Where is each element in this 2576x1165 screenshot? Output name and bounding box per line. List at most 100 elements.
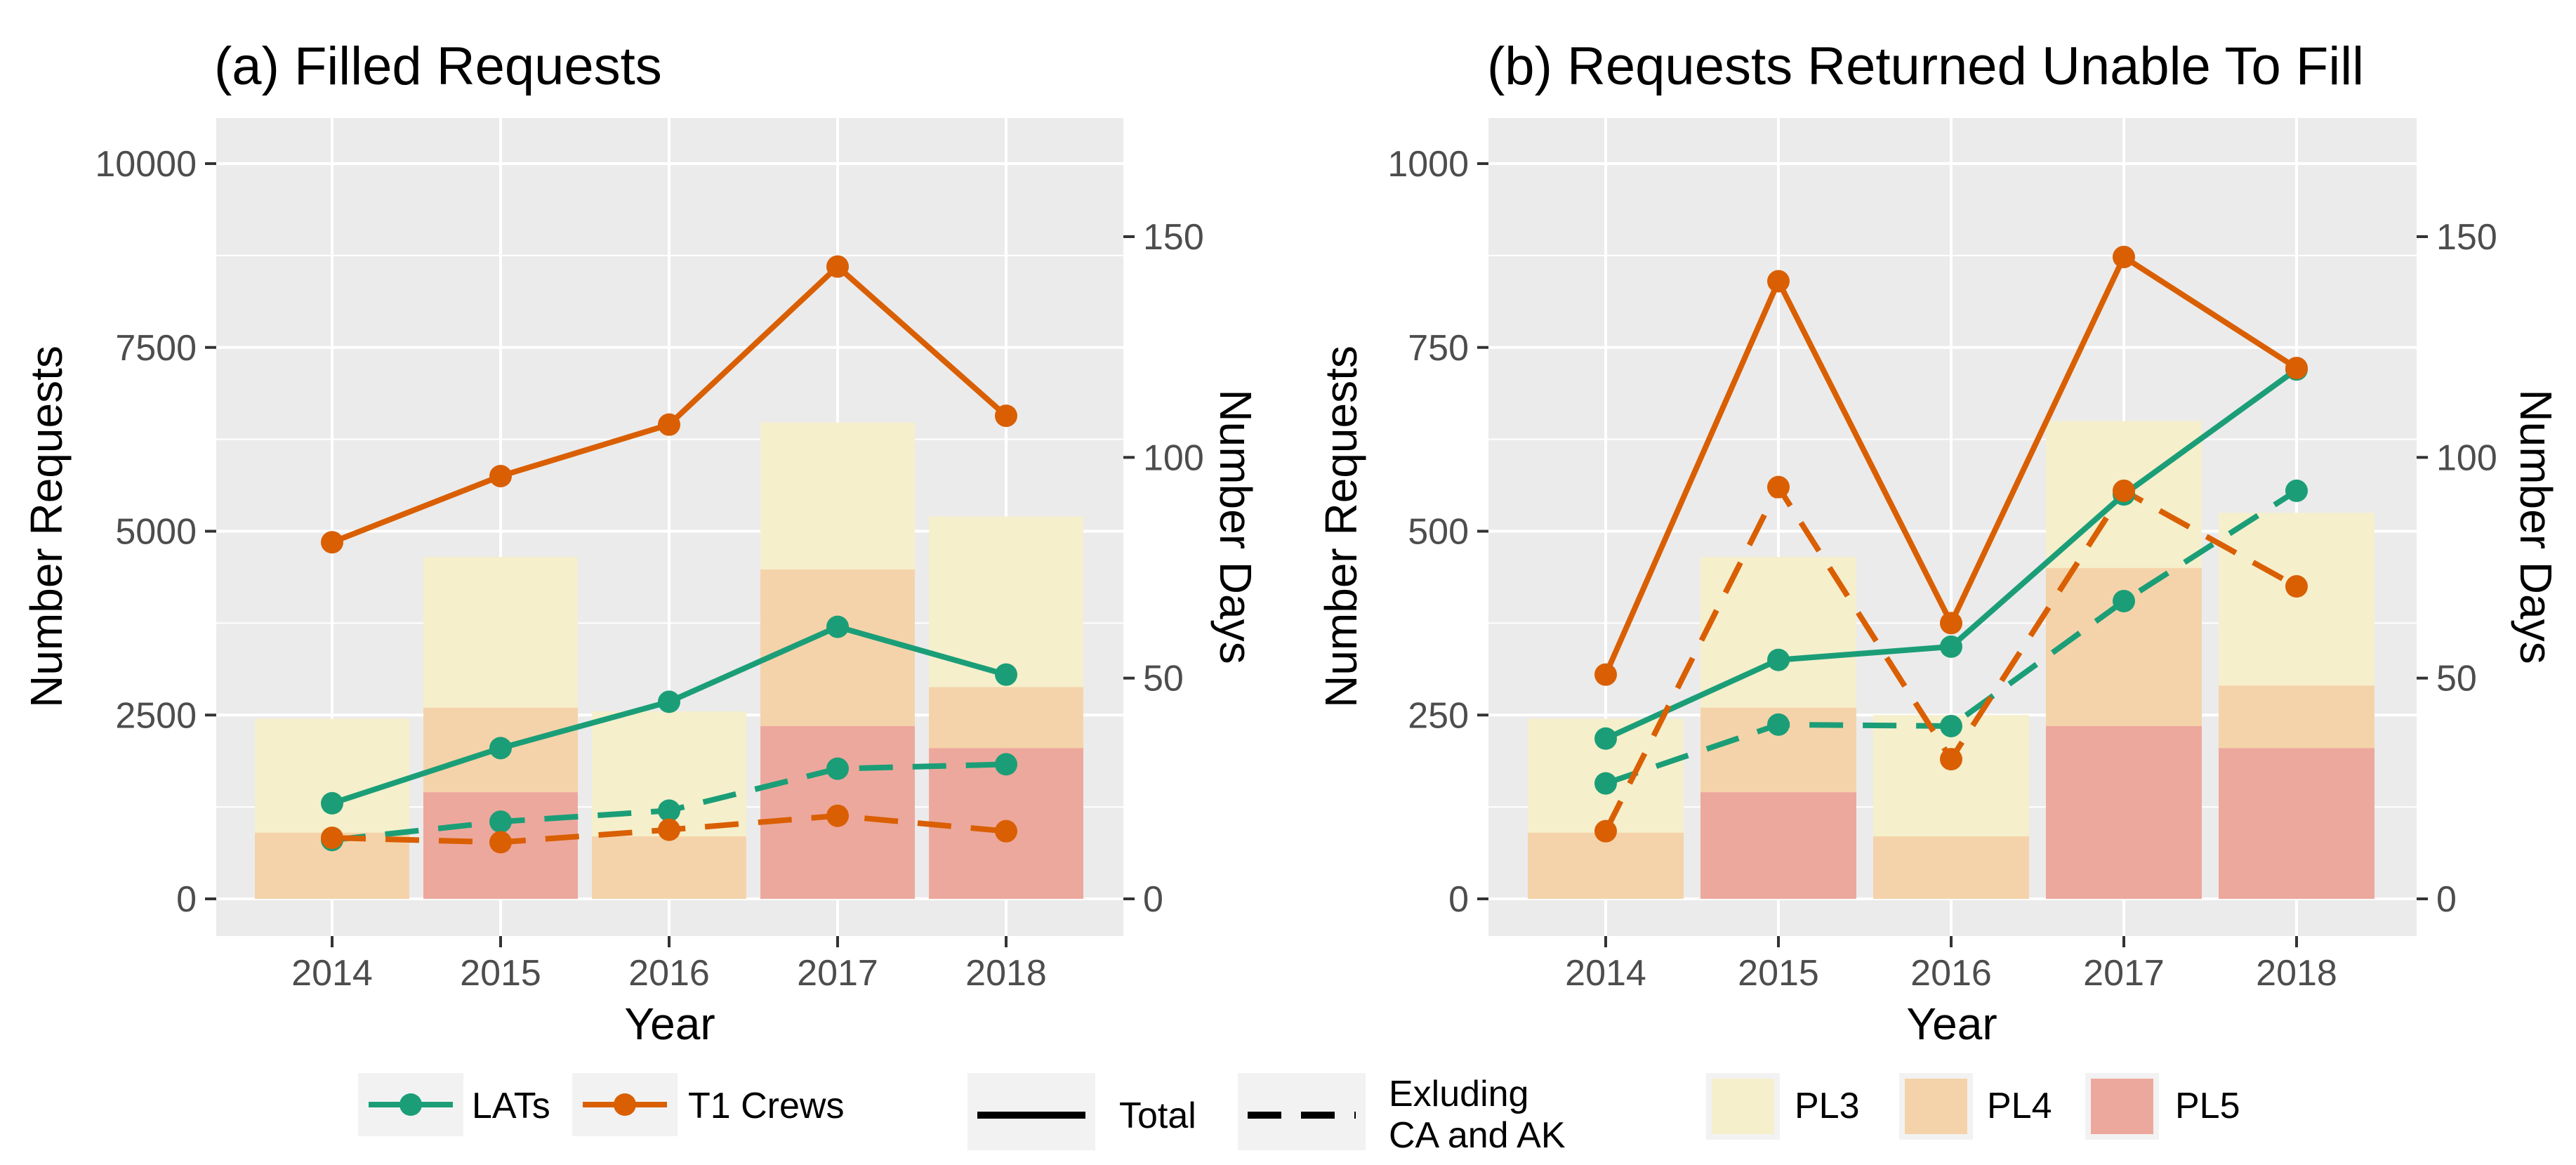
series-point-lats-2018	[995, 663, 1017, 686]
y2-tick-label: 50	[1143, 659, 1184, 699]
series-point-t1-crews-2018	[995, 820, 1017, 843]
panel-b-y2-title: Number Days	[2511, 389, 2561, 664]
legend-pl5: PL5	[2085, 1073, 2240, 1140]
series-point-lats-2018	[995, 753, 1017, 776]
y-tick-label: 5000	[115, 512, 197, 553]
legend-lats: LATs	[358, 1073, 550, 1136]
legend-pl5-swatch	[2091, 1079, 2153, 1134]
series-point-t1-crews-2017	[826, 255, 849, 278]
series-point-t1-crews-2016	[1940, 748, 1962, 771]
series-point-t1-crews-2018	[2285, 575, 2308, 598]
legend-total-label: Total	[1119, 1095, 1196, 1136]
panel-b-y-axis: 0 250 500 750 1000	[1387, 144, 1488, 920]
x-tick-label: 2018	[965, 953, 1047, 994]
series-point-t1-crews-2016	[1940, 612, 1962, 635]
legend-excluding-label-1: Exluding	[1389, 1074, 1528, 1114]
y-tick-label: 7500	[115, 328, 197, 369]
series-point-lats-2015	[489, 737, 512, 760]
legend-t1-marker	[614, 1093, 636, 1116]
y-tick-label: 2500	[115, 695, 197, 736]
x-tick-label: 2015	[460, 953, 541, 994]
y-tick-label: 1000	[1387, 144, 1469, 185]
legend: LATs T1 Crews Total Exluding CA and AK P…	[358, 1073, 2240, 1156]
panel-b-y2-axis: 0 50 100 150	[2417, 217, 2497, 920]
panel-b-x-title: Year	[1906, 999, 1997, 1049]
legend-excluding-label-2: CA and AK	[1389, 1115, 1566, 1156]
legend-lats-label: LATs	[472, 1086, 550, 1126]
series-point-lats-2015	[1767, 648, 1790, 671]
panel-a-title: (a) Filled Requests	[214, 37, 662, 96]
legend-t1-label: T1 Crews	[688, 1086, 844, 1126]
panel-b-title: (b) Requests Returned Unable To Fill	[1487, 37, 2364, 96]
series-point-t1-crews-2018	[995, 404, 1017, 428]
y-tick-label: 500	[1408, 512, 1469, 553]
legend-excluding: Exluding CA and AK	[1238, 1073, 1566, 1156]
x-tick-label: 2017	[2083, 953, 2165, 994]
y-tick-label: 250	[1408, 695, 1469, 736]
series-point-lats-2015	[1767, 713, 1790, 736]
series-point-t1-crews-2017	[2113, 245, 2135, 268]
series-point-t1-crews-2017	[826, 804, 849, 827]
panel-a-y2-title: Number Days	[1210, 389, 1261, 664]
y2-tick-label: 150	[1143, 217, 1204, 258]
series-point-t1-crews-2014	[1594, 663, 1617, 686]
series-point-lats-2015	[489, 810, 512, 834]
panel-b-points	[1594, 245, 2308, 843]
series-point-lats-2014	[1594, 727, 1617, 750]
x-tick-label: 2017	[797, 953, 878, 994]
panel-b-y-title: Number Requests	[1316, 345, 1366, 708]
x-tick-label: 2015	[1738, 953, 1819, 994]
bar-pl4-2016	[592, 836, 746, 899]
x-tick-label: 2018	[2256, 953, 2337, 994]
y2-tick-label: 0	[1143, 879, 1163, 920]
panel-b-x-axis: 2014 2015 2016 2017 2018	[1565, 936, 2337, 994]
series-point-t1-crews-2016	[658, 818, 680, 841]
y2-tick-label: 100	[1143, 437, 1204, 478]
series-point-lats-2016	[1940, 635, 1962, 658]
series-point-lats-2017	[826, 757, 849, 780]
legend-pl3-label: PL3	[1795, 1086, 1860, 1126]
legend-pl4-label: PL4	[1987, 1086, 2052, 1126]
y2-tick-label: 100	[2436, 437, 2497, 478]
bar-pl5-2018	[2219, 748, 2374, 899]
series-point-t1-crews-2014	[321, 531, 343, 554]
panel-a: (a) Filled Requests 0 2500 5000 7500 10000 0…	[21, 37, 1261, 1049]
x-tick-label: 2014	[1565, 953, 1646, 994]
legend-t1: T1 Crews	[572, 1073, 844, 1136]
panel-a-y-axis: 0 2500 5000 7500 10000	[95, 144, 216, 920]
series-point-t1-crews-2015	[489, 464, 512, 487]
panel-b: (b) Requests Returned Unable To Fill 0 25…	[1316, 37, 2561, 1049]
panel-a-y-title: Number Requests	[21, 345, 72, 708]
series-point-t1-crews-2017	[2113, 479, 2135, 502]
bar-pl5-2015	[1700, 792, 1856, 899]
series-point-t1-crews-2016	[658, 413, 680, 436]
y-tick-label: 750	[1408, 328, 1469, 369]
series-point-t1-crews-2018	[2285, 357, 2308, 380]
series-point-lats-2017	[826, 615, 849, 638]
legend-pl4-swatch	[1905, 1079, 1967, 1134]
panel-a-x-title: Year	[624, 999, 715, 1049]
series-point-t1-crews-2014	[321, 827, 343, 850]
series-point-t1-crews-2014	[1594, 820, 1617, 843]
y-tick-label: 0	[1448, 879, 1469, 920]
series-point-lats-2018	[2285, 479, 2308, 502]
series-point-lats-2017	[2113, 589, 2135, 612]
x-tick-label: 2014	[291, 953, 373, 994]
series-line-lats-exluding-ca-and-ak	[1604, 488, 2299, 786]
legend-total: Total	[967, 1073, 1196, 1150]
bar-pl5-2017	[2046, 725, 2202, 899]
series-point-lats-2014	[1594, 772, 1617, 795]
series-point-t1-crews-2015	[1767, 475, 1790, 499]
series-point-t1-crews-2015	[1767, 270, 1790, 293]
y2-tick-label: 150	[2436, 217, 2497, 258]
series-point-t1-crews-2015	[489, 831, 512, 854]
series-point-lats-2016	[658, 690, 680, 713]
panel-a-points	[321, 255, 1017, 854]
series-point-lats-2014	[321, 791, 343, 815]
legend-pl3-swatch	[1712, 1079, 1774, 1134]
series-point-lats-2016	[658, 799, 680, 822]
legend-pl4: PL4	[1899, 1073, 2052, 1140]
legend-pl3: PL3	[1706, 1073, 1860, 1140]
panel-a-x-axis: 2014 2015 2016 2017 2018	[291, 936, 1047, 994]
